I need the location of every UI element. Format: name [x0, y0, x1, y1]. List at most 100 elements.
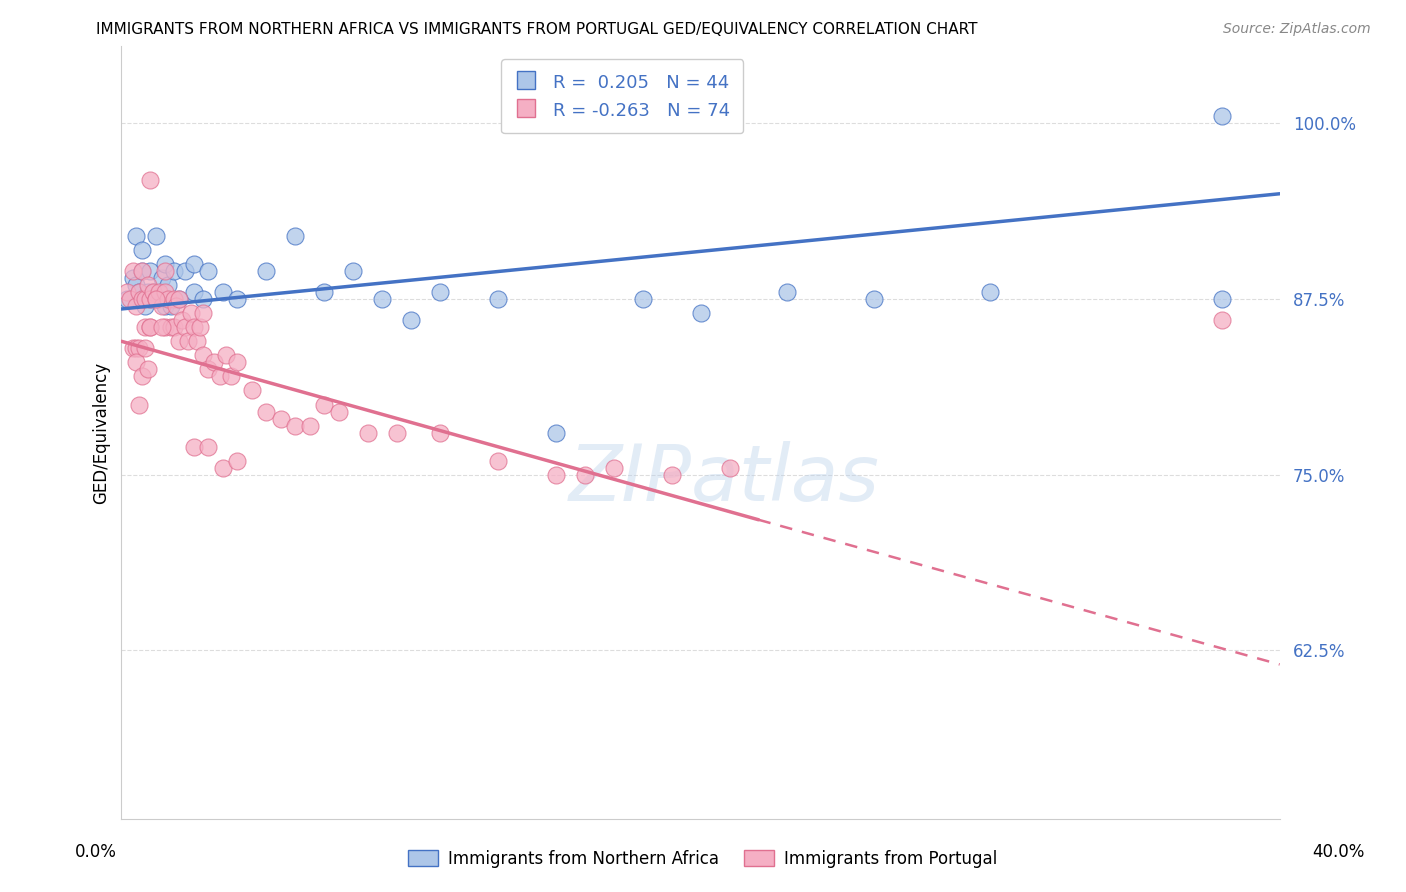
Point — [486, 454, 509, 468]
Point — [142, 285, 165, 299]
Point — [631, 292, 654, 306]
Point — [134, 299, 156, 313]
Point — [136, 285, 159, 299]
Point — [661, 467, 683, 482]
Point — [177, 334, 200, 349]
Text: ZIPatlas: ZIPatlas — [568, 441, 879, 517]
Point — [156, 292, 179, 306]
Point — [240, 384, 263, 398]
Point — [139, 320, 162, 334]
Point — [191, 348, 214, 362]
Point — [139, 172, 162, 186]
Point — [226, 292, 249, 306]
Point — [226, 454, 249, 468]
Point — [136, 362, 159, 376]
Point — [136, 278, 159, 293]
Point — [122, 341, 145, 355]
Point — [128, 285, 150, 299]
Point — [153, 285, 176, 299]
Point — [169, 292, 191, 306]
Point — [150, 299, 173, 313]
Point — [254, 404, 277, 418]
Point — [718, 460, 741, 475]
Point — [125, 355, 148, 369]
Point — [226, 355, 249, 369]
Point — [139, 320, 162, 334]
Point — [371, 292, 394, 306]
Point — [574, 467, 596, 482]
Point — [145, 292, 167, 306]
Point — [153, 264, 176, 278]
Text: Source: ZipAtlas.com: Source: ZipAtlas.com — [1223, 22, 1371, 37]
Point — [128, 397, 150, 411]
Point — [134, 320, 156, 334]
Point — [159, 299, 181, 313]
Point — [183, 320, 205, 334]
Point — [150, 320, 173, 334]
Point — [191, 306, 214, 320]
Point — [270, 411, 292, 425]
Point — [128, 341, 150, 355]
Legend: Immigrants from Northern Africa, Immigrants from Portugal: Immigrants from Northern Africa, Immigra… — [402, 844, 1004, 875]
Point — [131, 264, 153, 278]
Point — [172, 313, 194, 327]
Point — [169, 334, 191, 349]
Point — [284, 228, 307, 243]
Point — [131, 243, 153, 257]
Point — [142, 285, 165, 299]
Point — [125, 278, 148, 293]
Point — [166, 299, 188, 313]
Point — [148, 292, 170, 306]
Point — [284, 418, 307, 433]
Point — [429, 285, 451, 299]
Point — [134, 292, 156, 306]
Point — [139, 292, 162, 306]
Point — [128, 285, 150, 299]
Point — [197, 362, 219, 376]
Point — [145, 228, 167, 243]
Text: 40.0%: 40.0% — [1312, 843, 1365, 861]
Point — [125, 228, 148, 243]
Point — [162, 292, 184, 306]
Point — [328, 404, 350, 418]
Point — [863, 292, 886, 306]
Point — [221, 369, 243, 384]
Point — [131, 264, 153, 278]
Y-axis label: GED/Equivalency: GED/Equivalency — [93, 361, 110, 504]
Point — [156, 278, 179, 293]
Point — [153, 299, 176, 313]
Point — [1211, 313, 1233, 327]
Point — [159, 320, 181, 334]
Point — [197, 440, 219, 454]
Point — [183, 285, 205, 299]
Point — [979, 285, 1001, 299]
Point — [120, 292, 142, 306]
Point — [544, 425, 567, 440]
Point — [169, 292, 191, 306]
Point — [202, 355, 225, 369]
Point — [602, 460, 624, 475]
Point — [174, 320, 197, 334]
Point — [139, 292, 162, 306]
Point — [183, 440, 205, 454]
Point — [131, 369, 153, 384]
Point — [399, 313, 422, 327]
Point — [188, 320, 211, 334]
Point — [122, 271, 145, 285]
Point — [429, 425, 451, 440]
Point — [131, 292, 153, 306]
Point — [115, 292, 138, 306]
Point — [134, 341, 156, 355]
Point — [211, 285, 233, 299]
Point — [776, 285, 799, 299]
Legend: R =  0.205   N = 44, R = -0.263   N = 74: R = 0.205 N = 44, R = -0.263 N = 74 — [501, 59, 744, 133]
Point — [183, 257, 205, 271]
Point — [153, 257, 176, 271]
Point — [211, 460, 233, 475]
Point — [1211, 110, 1233, 124]
Point — [208, 369, 231, 384]
Point — [486, 292, 509, 306]
Point — [254, 264, 277, 278]
Point — [689, 306, 711, 320]
Point — [1211, 292, 1233, 306]
